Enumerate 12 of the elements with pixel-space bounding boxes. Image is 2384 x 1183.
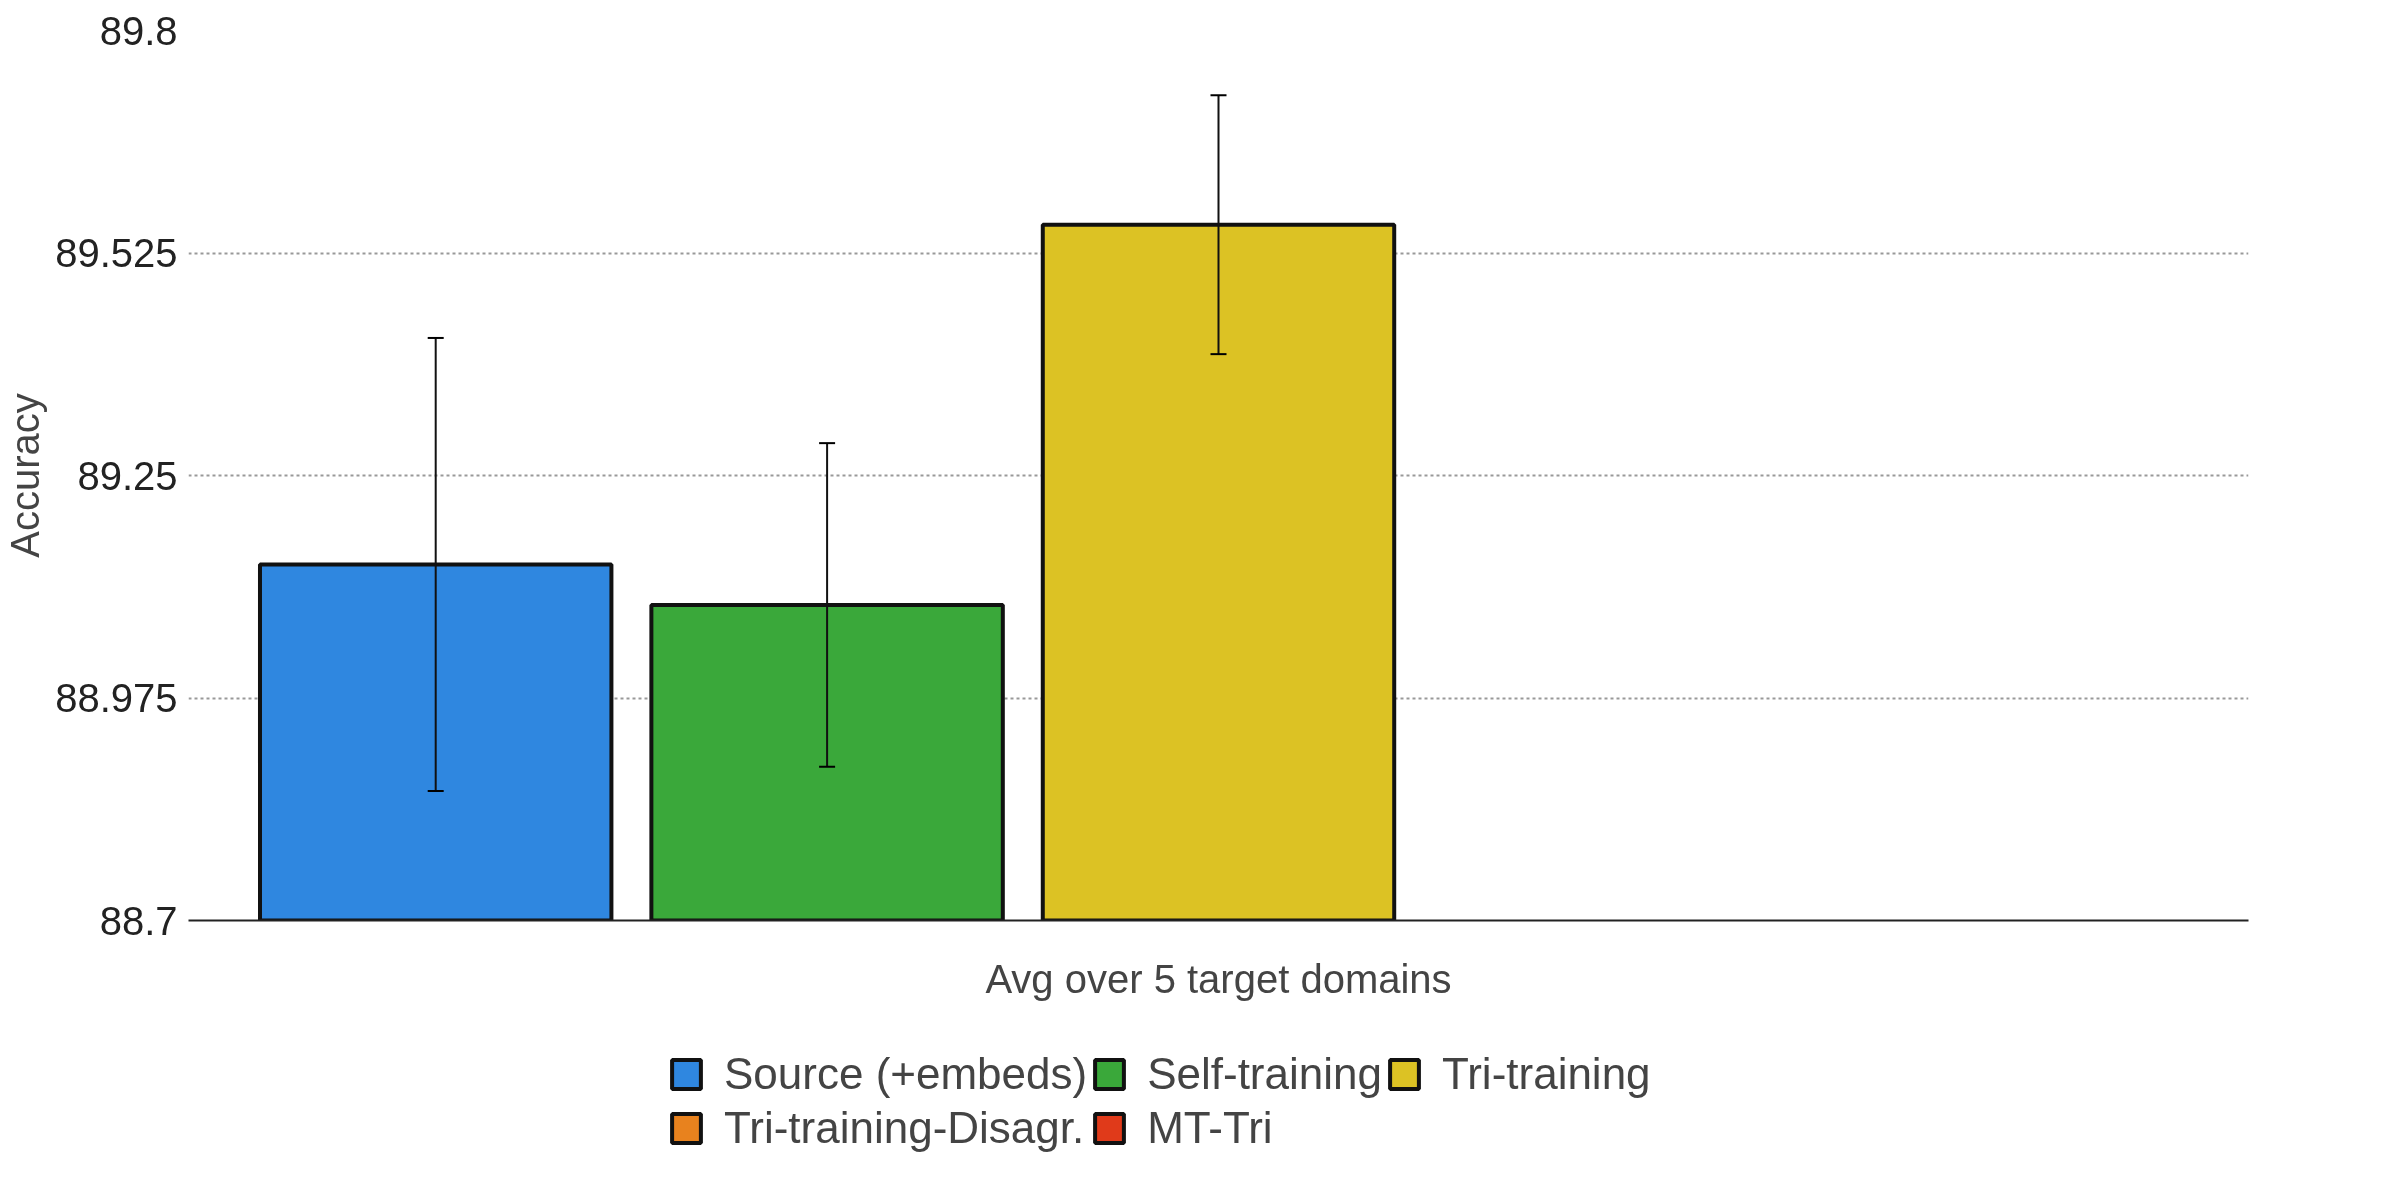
- legend-label: Self-training: [1147, 1049, 1382, 1099]
- legend-label: Tri-training-Disagr.: [724, 1103, 1085, 1153]
- y-tick-label: 88.975: [55, 676, 178, 720]
- legend-label: Source (+embeds): [724, 1049, 1088, 1099]
- y-tick-label: 89.25: [77, 453, 178, 498]
- y-tick-label: 89.525: [55, 231, 178, 275]
- y-tick-label: 88.7: [99, 898, 178, 943]
- y-tick-label: 89.8: [99, 8, 178, 53]
- y-axis-title: Accuracy: [3, 393, 48, 558]
- legend-label: MT-Tri: [1147, 1103, 1273, 1153]
- legend-label: Tri-training: [1441, 1049, 1651, 1099]
- x-tick-label: Avg over 5 target domains: [985, 956, 1452, 1001]
